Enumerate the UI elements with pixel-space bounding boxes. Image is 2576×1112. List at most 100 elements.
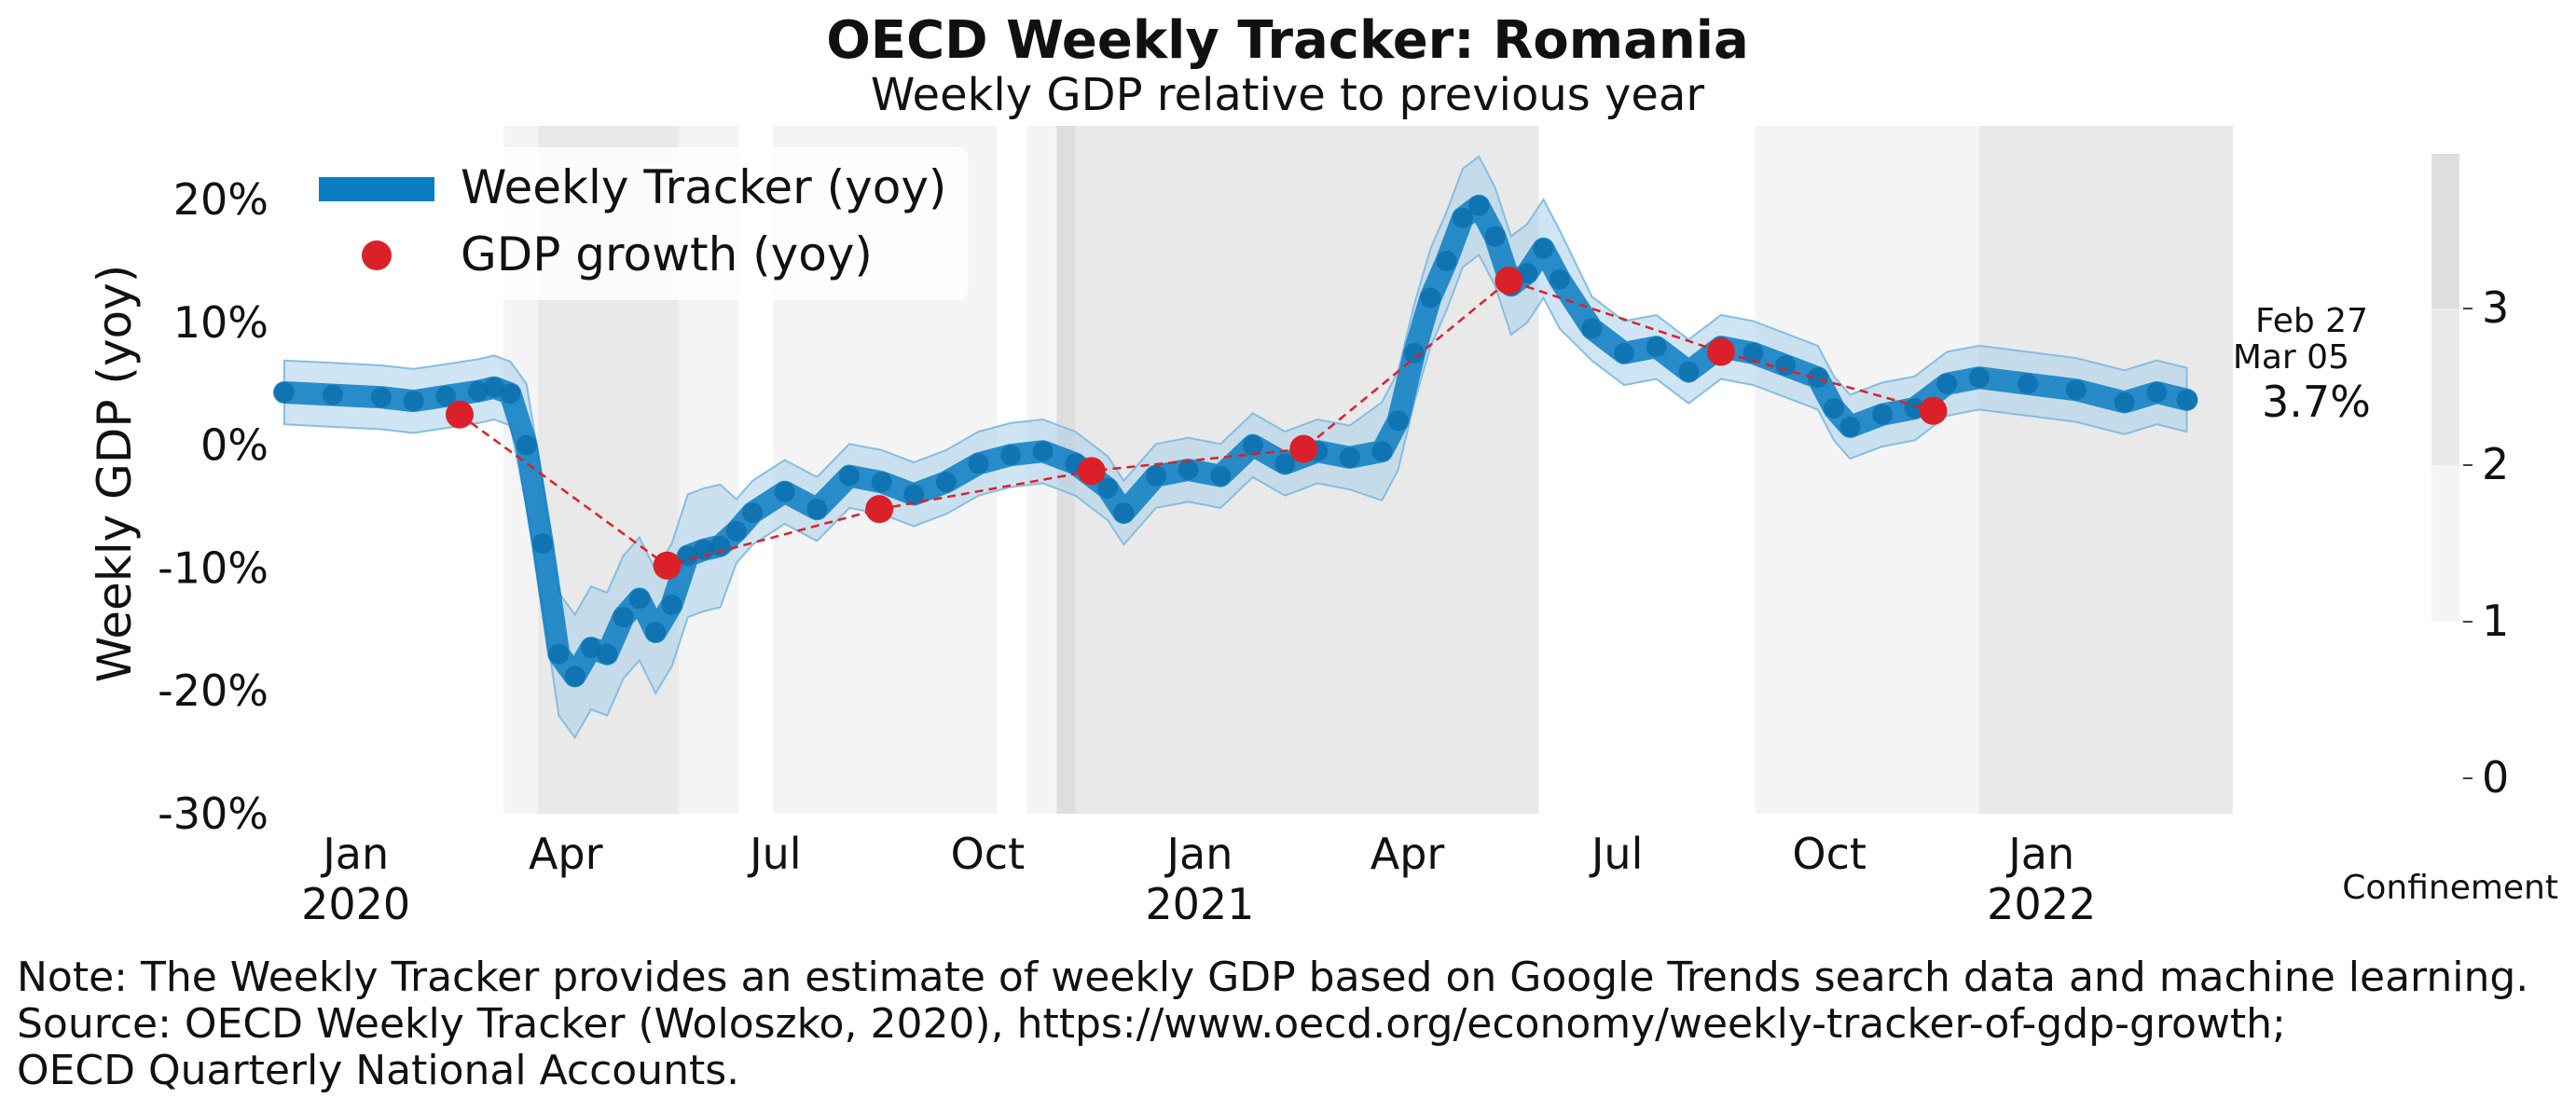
tracker-point-48 bbox=[1468, 195, 1490, 216]
tracker-point-15 bbox=[628, 588, 650, 610]
gdp-point-2 bbox=[865, 495, 894, 524]
footnote-accounts: OECD Quarterly National Accounts. bbox=[17, 1047, 740, 1094]
tracker-point-13 bbox=[597, 643, 618, 665]
y-tick-label-1: 10% bbox=[173, 297, 269, 348]
tracker-point-29 bbox=[968, 453, 989, 474]
tracker-point-56 bbox=[1646, 336, 1667, 358]
tracker-point-69 bbox=[2065, 379, 2087, 401]
tracker-point-6 bbox=[484, 377, 505, 398]
tracker-point-14 bbox=[613, 607, 634, 628]
y-axis-label: Weekly GDP (yoy) bbox=[88, 265, 142, 682]
tracker-point-68 bbox=[2017, 373, 2038, 394]
confinement-period-7 bbox=[1978, 126, 2233, 814]
tracker-point-2 bbox=[370, 387, 392, 408]
tracker-point-0 bbox=[274, 381, 295, 403]
tracker-point-3 bbox=[403, 391, 424, 412]
gdp-growth-layer bbox=[445, 267, 1948, 580]
tracker-point-45 bbox=[1420, 287, 1441, 309]
end-date-label-1: Feb 27 bbox=[2255, 302, 2368, 340]
x-tick-year-8: 2022 bbox=[1987, 879, 2096, 929]
legend: Weekly Tracker (yoy) GDP growth (yoy) bbox=[296, 147, 968, 300]
x-tick-month-6: Jul bbox=[1589, 829, 1644, 879]
x-tick-month-1: Apr bbox=[529, 829, 603, 879]
x-tick-month-5: Apr bbox=[1371, 829, 1445, 879]
y-tick-label-3: -10% bbox=[158, 542, 269, 593]
confinement-scale: 0 1 2 3 bbox=[2431, 154, 2509, 803]
tracker-point-41 bbox=[1339, 446, 1360, 468]
end-value-label: 3.7% bbox=[2262, 377, 2371, 427]
tracker-point-59 bbox=[1743, 342, 1764, 364]
tracker-point-24 bbox=[806, 499, 828, 520]
tracker-point-38 bbox=[1242, 434, 1263, 456]
tracker-point-63 bbox=[1839, 416, 1861, 437]
tracker-point-70 bbox=[2114, 391, 2135, 413]
confinement-scale-label-2: 2 bbox=[2482, 439, 2509, 489]
tracker-point-28 bbox=[935, 472, 957, 493]
tracker-point-71 bbox=[2146, 381, 2168, 403]
tracker-point-72 bbox=[2176, 389, 2197, 410]
chart-title: OECD Weekly Tracker: Romania bbox=[826, 10, 1749, 71]
tracker-point-39 bbox=[1274, 453, 1296, 474]
gdp-point-0 bbox=[445, 400, 474, 429]
tracker-point-54 bbox=[1581, 318, 1603, 339]
tracker-point-25 bbox=[838, 465, 860, 487]
legend-gdp-swatch bbox=[362, 240, 392, 270]
tracker-point-42 bbox=[1371, 441, 1393, 462]
tracker-point-53 bbox=[1549, 268, 1570, 290]
x-tick-month-4: Jan bbox=[1164, 829, 1233, 879]
tracker-point-49 bbox=[1484, 226, 1506, 247]
gdp-point-7 bbox=[1919, 396, 1948, 425]
tracker-point-27 bbox=[903, 484, 925, 505]
tracker-point-60 bbox=[1775, 354, 1797, 376]
tracker-point-62 bbox=[1824, 398, 1845, 419]
tracker-point-52 bbox=[1533, 238, 1554, 259]
x-tick-month-3: Oct bbox=[951, 829, 1026, 879]
tracker-point-33 bbox=[1096, 477, 1118, 499]
gdp-point-1 bbox=[653, 551, 682, 580]
tracker-point-22 bbox=[742, 502, 764, 524]
tracker-point-7 bbox=[500, 383, 521, 405]
confinement-scale-label-1: 1 bbox=[2482, 596, 2509, 646]
y-axis: 20% 10% 0% -10% -20% -30% bbox=[158, 174, 269, 839]
tracker-point-44 bbox=[1403, 342, 1425, 364]
x-tick-month-2: Jul bbox=[747, 829, 802, 879]
confinement-scale-label-0: 0 bbox=[2482, 752, 2509, 803]
x-tick-month-0: Jan bbox=[320, 829, 389, 879]
tracker-point-31 bbox=[1032, 441, 1054, 462]
confinement-label: Confinement bbox=[2342, 869, 2558, 907]
confinement-scale-band-1 bbox=[2431, 309, 2459, 465]
tracker-point-5 bbox=[467, 380, 489, 402]
legend-box bbox=[296, 147, 968, 300]
tracker-point-67 bbox=[1968, 367, 1990, 389]
y-tick-label-5: -30% bbox=[158, 789, 269, 839]
tracker-point-55 bbox=[1614, 342, 1635, 364]
x-tick-month-7: Oct bbox=[1792, 829, 1867, 879]
end-date-label-2: Mar 05 bbox=[2233, 338, 2349, 377]
tracker-point-17 bbox=[661, 594, 682, 615]
tracker-point-61 bbox=[1807, 367, 1828, 389]
tracker-point-10 bbox=[548, 643, 570, 665]
tracker-point-64 bbox=[1872, 404, 1894, 425]
tracker-point-12 bbox=[580, 638, 601, 659]
y-tick-label-0: 20% bbox=[173, 174, 269, 225]
confinement-scale-label-3: 3 bbox=[2482, 282, 2509, 333]
tracker-point-4 bbox=[435, 385, 457, 406]
tracker-point-43 bbox=[1387, 410, 1409, 432]
tracker-point-26 bbox=[871, 472, 892, 493]
tracker-point-66 bbox=[1936, 373, 1958, 394]
tracker-point-16 bbox=[645, 621, 667, 642]
tracker-point-30 bbox=[1000, 445, 1022, 466]
footnote-note: Note: The Weekly Tracker provides an est… bbox=[17, 954, 2529, 1001]
legend-tracker-label: Weekly Tracker (yoy) bbox=[461, 160, 946, 214]
tracker-point-11 bbox=[564, 666, 585, 687]
tracker-point-8 bbox=[516, 434, 537, 456]
tracker-point-21 bbox=[725, 520, 747, 542]
x-tick-year-0: 2020 bbox=[301, 879, 410, 929]
y-tick-label-4: -20% bbox=[158, 666, 269, 716]
gdp-point-6 bbox=[1706, 337, 1735, 366]
x-tick-year-4: 2021 bbox=[1145, 879, 1254, 929]
gdp-point-4 bbox=[1289, 434, 1318, 463]
confinement-scale-band-2 bbox=[2431, 154, 2459, 309]
